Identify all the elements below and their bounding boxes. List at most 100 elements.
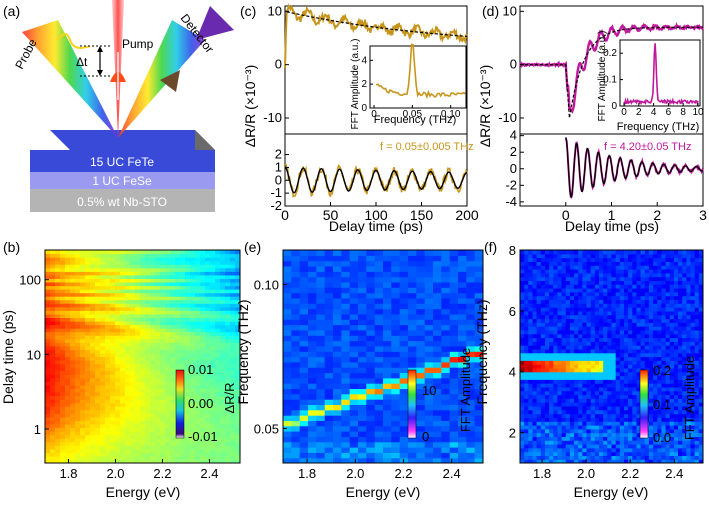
panel-b-heat-cell (165, 427, 171, 432)
panel-b-heat-cell (75, 448, 81, 453)
panel-b-heat-cell (60, 349, 66, 354)
panel-b-heat-cell (60, 360, 66, 365)
panel-b-heat-cell (185, 274, 191, 279)
panel-b-heat-cell (95, 313, 101, 318)
panel-f-heat-cell (590, 447, 596, 453)
panel-f-heat-cell (545, 421, 550, 426)
panel-b-heat-cell (200, 317, 206, 322)
panel-b-heat-cell (65, 331, 71, 336)
panel-e-heat-cell (458, 329, 467, 336)
panel-e-heat-cell (474, 255, 483, 262)
panel-b-heat-cell (125, 260, 131, 265)
panel-f-heat-cell (586, 341, 592, 346)
panel-f-heat-cell (603, 250, 608, 255)
panel-b-heat-cell (140, 292, 146, 297)
panel-f-heat-cell (569, 265, 575, 270)
panel-b-heat-cell (215, 278, 221, 283)
panel-b-heat-cell (100, 438, 106, 443)
panel-b-heat-cell (135, 399, 141, 404)
panel-f-heat-cell (540, 402, 546, 407)
panel-b-heat-cell (200, 257, 206, 262)
panel-e-heat-cell (349, 388, 359, 395)
panel-b-heat-cell (75, 321, 81, 326)
panel-b-heat-cell (210, 356, 216, 361)
panel-b-heat-cell (70, 455, 76, 460)
panel-f-heat-cell (553, 455, 559, 460)
panel-b-heat-cell (175, 313, 181, 318)
panel-f-heat-cell (619, 352, 625, 358)
panel-b-heat-cell (220, 324, 226, 329)
panel-f-heat-cell (594, 436, 600, 441)
panel-b-heat-cell (50, 409, 56, 414)
panel-f-heat-cell (582, 371, 588, 377)
panel-b-heat-cell (230, 395, 236, 400)
panel-e-heat-cell (441, 297, 451, 304)
panel-e-heat-cell (333, 356, 342, 363)
panel-f-heat-cell (565, 417, 571, 422)
panel-b-heat-cell (195, 306, 201, 311)
panel-b-heat-cell (70, 274, 76, 279)
panel-f-heat-cell (615, 425, 621, 430)
panel-e-heat-cell (316, 383, 326, 389)
panel-b-heat-cell (140, 388, 146, 393)
panel-b-heat-cell (225, 455, 231, 460)
panel-b-heat-cell (135, 434, 141, 439)
panel-b-heat-cell (50, 392, 56, 397)
panel-e-heat-cell (466, 297, 476, 304)
panel-f-heat-cell (607, 253, 613, 259)
panel-b-heat-cell (235, 402, 240, 407)
panel-b-heat-cell (110, 303, 116, 308)
panel-b-heat-cell (130, 409, 136, 414)
panel-f-heat-cell (536, 333, 542, 339)
panel-f-heat-cell (578, 367, 583, 373)
panel-e-heat-cell (399, 308, 409, 315)
panel-b-heat-cell (210, 416, 216, 421)
panel-f-heat-cell (586, 421, 592, 426)
panel-f-heat-cell (574, 436, 579, 441)
panel-b-heat-cell (235, 388, 240, 393)
panel-f-heat-cell (615, 428, 621, 434)
panel-b-heat-cell (70, 374, 76, 379)
panel-e-heat-cell (283, 388, 292, 395)
panel-b-heat-cell (55, 331, 61, 336)
panel-b-heat-cell (200, 324, 206, 329)
panel-f-heat-cell (540, 257, 546, 262)
panel-f-heat-cell (619, 390, 625, 396)
panel-b-heat-cell (170, 278, 176, 283)
panel-f-heat-cell (524, 459, 529, 463)
panel-b-heat-cell (210, 395, 216, 400)
panel-b-heat-cell (180, 278, 186, 283)
panel-e-heat-cell (408, 329, 417, 336)
panel-b-heat-cell (210, 299, 216, 304)
panel-b-heat-cell (215, 395, 221, 400)
panel-e-heat-cell (433, 351, 442, 358)
panel-b-heat-cell (125, 374, 131, 379)
panel-e-heat-cell (466, 351, 476, 358)
panel-b-heat-cell (185, 257, 191, 262)
panel-e-heat-cell (433, 308, 442, 315)
panel-b-heat-cell (235, 384, 240, 389)
panel-e-heat-cell (308, 340, 317, 347)
panel-f-heat-cell (594, 265, 600, 270)
panel-b-heat-cell (195, 395, 201, 400)
panel-e-heat-cell (449, 356, 459, 363)
panel-f-heat-cell (611, 440, 617, 445)
panel-e-heat-cell (283, 441, 292, 448)
panel-b-heat-cell (195, 363, 201, 368)
panel-b-heat-cell (200, 431, 206, 436)
panel-b-heat-cell (155, 299, 161, 304)
panel-f-heat-cell (582, 257, 588, 262)
panel-b-heat-cell (105, 278, 111, 283)
panel-e-heat-cell (341, 319, 351, 326)
panel-f-heat-cell (594, 269, 600, 274)
panel-b-heat-cell (125, 313, 131, 318)
panel-b-heat-cell (120, 278, 126, 283)
panel-b-heat-cell (205, 317, 211, 322)
panel-b-heat-cell (140, 395, 146, 400)
panel-f-heat-cell (540, 265, 546, 270)
panel-e-heat-cell (441, 356, 451, 363)
panel-f-heat-cell (611, 269, 617, 274)
panel-e-heat-cell (399, 436, 409, 443)
panel-b-heat-cell (125, 423, 131, 428)
